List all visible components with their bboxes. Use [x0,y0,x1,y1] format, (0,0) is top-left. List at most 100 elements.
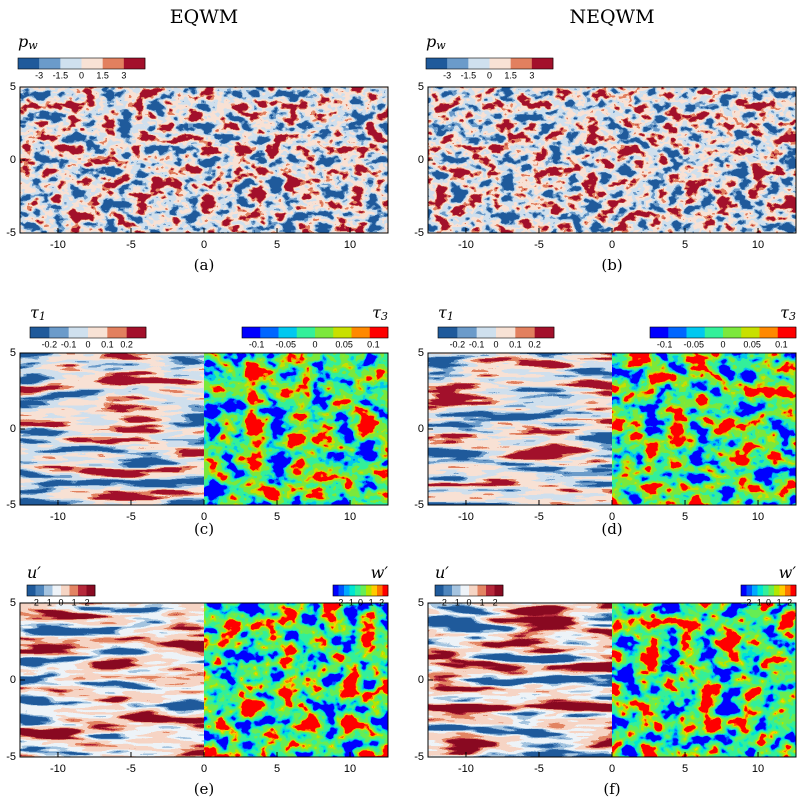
panel: -3 -1.5 0 1.5 3 pw -10 -5 0 5 10 -5 0 5 (b) [414,32,797,274]
colorbar-swatch [460,585,470,596]
colorbar-tick-label: 0.1 [509,339,522,349]
colorbar-tick-label: -0.1 [249,339,265,349]
colorbar-swatch [457,327,477,338]
colorbar-label-subscript: 1 [39,310,46,323]
colorbar-tick-label: -2 [335,597,343,607]
contour-field [204,353,388,505]
colorbar-label-symbol: τ [30,303,40,322]
colorbar-frame [17,57,146,70]
colorbar-tick-label: 3 [121,70,126,80]
x-tick-label: -10 [458,763,474,775]
colorbar-swatch [496,327,516,338]
colorbar-swatch [469,585,478,596]
colorbar-label-symbol: p [18,32,28,51]
colorbar-tick-label: -0.1 [657,339,673,349]
colorbar-swatch [759,327,779,338]
colorbar-swatch [333,585,339,596]
colorbar-swatch [757,585,764,596]
colorbar-swatch [534,327,555,338]
colorbar-swatch [123,58,146,69]
y-tick-label: 5 [418,597,424,609]
colorbar-tick-label: -2 [743,597,751,607]
colorbar-swatch [351,327,371,338]
y-tick-label: 0 [10,423,16,435]
colorbar-frame [649,326,797,339]
colorbar-tick-label: -2 [439,597,447,607]
x-tick-label: 5 [682,763,688,775]
x-tick-label: -5 [534,763,544,775]
colorbar-frame [425,57,554,70]
colorbar-tick-label: -1.5 [461,70,477,80]
contour-field [428,603,612,757]
colorbar-label-symbol: p [426,32,436,51]
colorbar-swatch [438,327,458,338]
colorbar-label-subscript: 1 [447,310,454,323]
contour-field [612,603,796,757]
colorbar-swatch [377,585,383,596]
colorbar-swatch [39,58,61,69]
colorbar-swatch [486,585,495,596]
colorbar-swatch [81,58,103,69]
y-tick-label: 5 [10,347,16,359]
colorbar-tick-label: -1 [44,597,52,607]
colorbar-tick-label: -1.5 [53,70,69,80]
x-tick-label: 5 [274,239,280,251]
x-tick-label: -10 [458,511,474,523]
colorbar-tick-label: 1.5 [96,70,109,80]
panel: -0.2 -0.1 0 0.1 0.2τ1-0.1 -0.05 0 0.05 0.1τ3-10-… [6,303,389,538]
colorbar-swatch [443,585,453,596]
x-tick-label: -10 [50,239,66,251]
colorbar-tick-label: 0.1 [101,339,114,349]
colorbar-label: w′ [779,563,797,582]
y-tick-label: -5 [6,751,16,763]
colorbar-swatch [338,585,345,596]
colorbar-swatch [60,58,82,69]
colorbar-swatch [704,327,724,338]
colorbar-swatch [44,585,53,596]
colorbar-tick-label: 1 [369,597,374,607]
colorbar-tick-label: -1 [754,597,762,607]
x-tick-label: 0 [609,763,615,775]
colorbar-label: u′ [435,563,449,582]
colorbar-tick-label: 0 [766,597,771,607]
colorbar-tick-label: -0.05 [684,339,705,349]
colorbar-tick-label: 0 [358,597,363,607]
colorbar-tick-label: -1 [452,597,460,607]
column-title: NEQWM [569,6,654,28]
colorbar-label: pw [426,32,446,53]
y-tick-label: -5 [414,227,424,239]
colorbar-label: pw [18,32,38,53]
colorbar-swatch [531,58,554,69]
colorbar-frame [437,326,555,339]
colorbar-tick-label: -2 [31,597,39,607]
colorbar-swatch [477,585,487,596]
colorbar-tick-label: 1 [480,597,485,607]
panel: -2 -1 0 1 2u′-2 -1 0 1 2w′-10 -5 0 5 10-505(f) [414,563,797,798]
colorbar-frame [29,326,147,339]
colorbar-swatch [515,327,535,338]
colorbar-swatch [763,585,769,596]
x-tick-label: -5 [126,763,136,775]
colorbar-swatch [476,327,497,338]
y-tick-label: 0 [418,674,424,686]
colorbar-swatch [30,327,50,338]
colorbar-frame [332,584,389,597]
colorbar-label-symbol: w′ [371,563,389,582]
colorbar-label: τ3 [372,303,388,324]
colorbar-swatch [69,585,79,596]
x-tick-label: 0 [201,239,207,251]
colorbar-label-symbol: w′ [779,563,797,582]
panel-caption: (f) [603,780,620,798]
colorbar-swatch [349,585,356,596]
colorbar-swatch [78,585,87,596]
colorbar-label-symbol: τ [372,303,382,322]
contour-field [20,87,388,233]
colorbar-label-subscript: 3 [381,310,388,323]
x-tick-label: 5 [274,763,280,775]
x-tick-label: 0 [609,239,615,251]
x-tick-label: 10 [344,763,356,775]
x-tick-label: 10 [752,763,764,775]
panel-caption: (a) [194,256,215,274]
x-tick-label: 0 [201,511,207,523]
